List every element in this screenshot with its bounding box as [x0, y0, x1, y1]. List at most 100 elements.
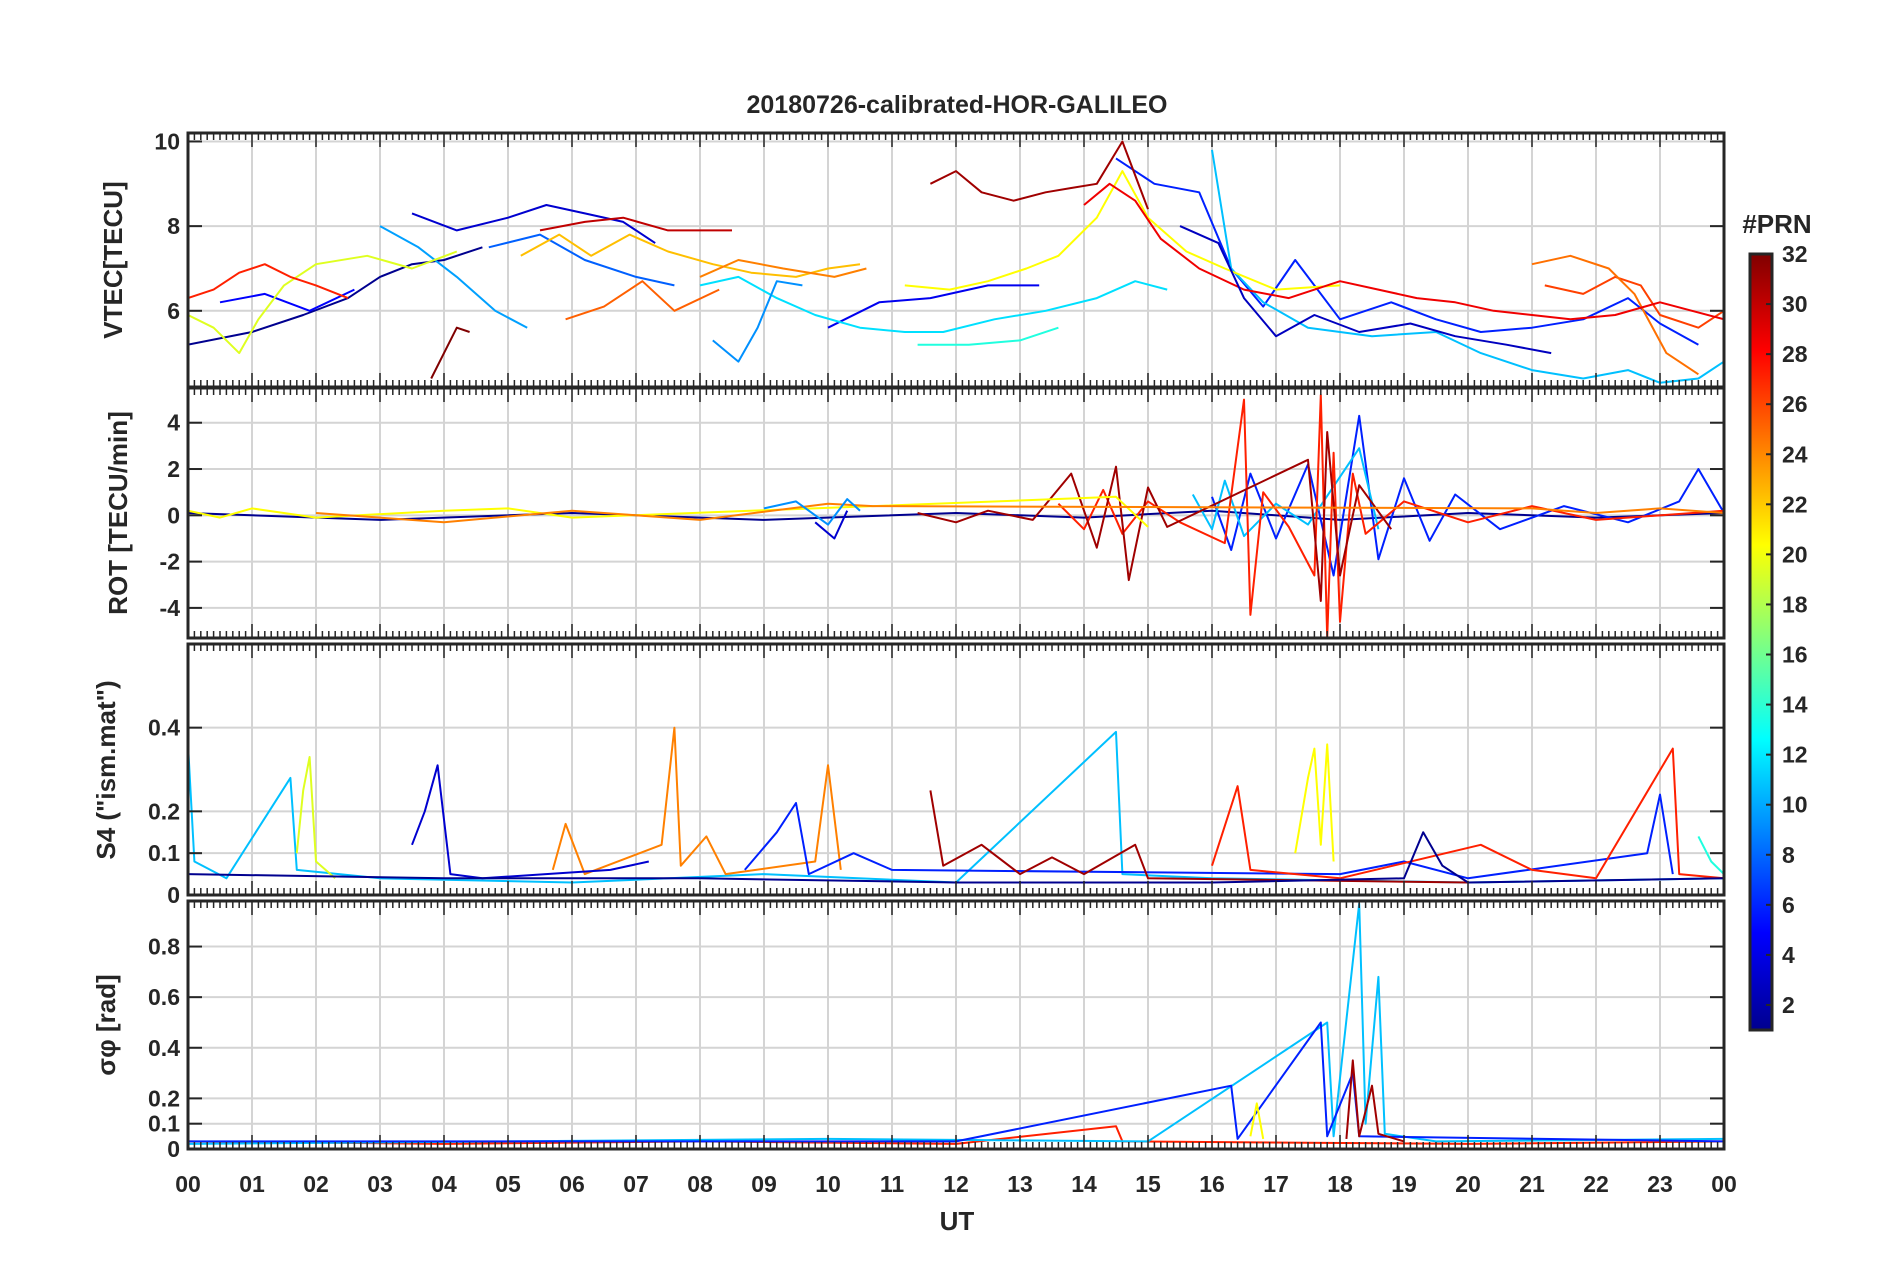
series-group — [188, 393, 1724, 638]
series-line-prn-31 — [929, 790, 1469, 884]
x-tick-label: 04 — [431, 1171, 457, 1197]
y-tick-label: 0 — [167, 1136, 180, 1162]
series-line-prn-28 — [1211, 747, 1724, 880]
y-tick-label: 0 — [167, 502, 180, 528]
y-tick-label: 6 — [167, 298, 180, 324]
colorbar-tick-label: 12 — [1782, 742, 1808, 768]
series-line-prn-8 — [488, 233, 675, 287]
series-line-prn-1 — [188, 509, 1724, 521]
series-line-prn-1 — [188, 246, 483, 346]
series-group — [188, 726, 1724, 884]
colorbar-tick-label: 30 — [1782, 291, 1808, 317]
series-line-prn-25 — [565, 280, 720, 321]
series-line-prn-9 — [712, 280, 803, 363]
x-tick-label: 13 — [1007, 1171, 1033, 1197]
x-tick-label: 00 — [175, 1171, 201, 1197]
series-line-prn-32 — [430, 326, 470, 379]
y-tick-label: 4 — [167, 410, 180, 436]
y-tick-label: 0.1 — [148, 840, 180, 866]
y-axis-label-s4: S4 ("ism.mat") — [91, 680, 121, 859]
y-tick-label: 0.1 — [148, 1111, 180, 1137]
series-line-prn-13 — [1697, 835, 1724, 875]
series-line-prn-31 — [1345, 1059, 1405, 1143]
panel-vtec: 6 8 10 VTEC[TECU] — [98, 128, 1726, 389]
x-tick-label: 23 — [1647, 1171, 1673, 1197]
x-tick-label: 21 — [1519, 1171, 1545, 1197]
x-tick-label: 19 — [1391, 1171, 1417, 1197]
y-tick-label: 0 — [167, 882, 180, 908]
x-tick-label: 17 — [1263, 1171, 1289, 1197]
colorbar-tick-label: 14 — [1782, 692, 1808, 718]
y-axis-label-sigma: σφ [rad] — [91, 974, 121, 1075]
x-tick-label: 00 — [1711, 1171, 1737, 1197]
colorbar-tick-label: 16 — [1782, 642, 1808, 668]
y-tick-label: 0.2 — [148, 1085, 180, 1111]
series-line-prn-31 — [929, 140, 1149, 210]
colorbar-tick-label: 22 — [1782, 491, 1808, 517]
panel-rot: -4 -2 0 2 4 ROT [TECU/min] — [103, 386, 1726, 640]
series-line-prn-6 — [1211, 414, 1724, 577]
colorbar-tick-label: 6 — [1782, 892, 1795, 918]
x-tick-label: 06 — [559, 1171, 585, 1197]
y-tick-label: 8 — [167, 213, 180, 239]
series-line-prn-23 — [1531, 254, 1699, 376]
x-tick-label: 08 — [687, 1171, 713, 1197]
series-line-prn-3 — [411, 204, 656, 244]
series-line-prn-26 — [1544, 275, 1724, 329]
x-tick-label: 16 — [1199, 1171, 1225, 1197]
y-tick-label: 0.4 — [148, 715, 180, 741]
x-tick-label: 15 — [1135, 1171, 1161, 1197]
series-group — [188, 140, 1724, 384]
panel-sigma: 00.10.2 0.4 0.6 0.8 σφ [rad] — [91, 899, 1726, 1162]
series-line-prn-20 — [1249, 1102, 1265, 1140]
y-tick-label: 0.8 — [148, 934, 180, 960]
x-tick-label: 18 — [1327, 1171, 1353, 1197]
x-tick-label: 20 — [1455, 1171, 1481, 1197]
series-line-prn-19 — [295, 756, 336, 880]
series-line-prn-19 — [188, 250, 458, 355]
series-line-prn-1 — [188, 831, 1724, 884]
series-line-prn-5 — [219, 288, 355, 312]
x-tick-label: 03 — [367, 1171, 393, 1197]
x-tick-label: 07 — [623, 1171, 649, 1197]
series-line-prn-24 — [699, 259, 867, 278]
series-line-prn-28 — [1083, 182, 1724, 321]
x-tick-label: 11 — [880, 1171, 905, 1197]
series-line-prn-20 — [904, 170, 1341, 291]
colorbar-tick-label: 20 — [1782, 541, 1808, 567]
y-axis-label-rot: ROT [TECU/min] — [103, 411, 133, 615]
x-tick-label: 02 — [303, 1171, 329, 1197]
colorbar-tick-label: 26 — [1782, 391, 1808, 417]
colorbar-tick-label: 4 — [1782, 942, 1795, 968]
series-line-prn-3 — [814, 510, 849, 540]
y-tick-label: 0.2 — [148, 798, 180, 824]
x-axis: 00 01 02 03 04 05 06 07 08 09 10 11 12 13 14 15 16 17 18 19… — [175, 1171, 1737, 1197]
series-line-prn-10 — [379, 225, 528, 329]
series-line-prn-20 — [188, 495, 1149, 528]
colorbar-tick-label: 28 — [1782, 341, 1808, 367]
series-line-prn-6 — [744, 793, 1674, 880]
colorbar-tick-label: 2 — [1782, 992, 1795, 1018]
series-line-prn-2 — [1179, 225, 1552, 355]
x-tick-label: 01 — [239, 1171, 265, 1197]
y-tick-label: 0.4 — [148, 1035, 180, 1061]
x-tick-label: 22 — [1583, 1171, 1609, 1197]
x-tick-label: 14 — [1071, 1171, 1097, 1197]
colorbar-tick-label: 8 — [1782, 842, 1795, 868]
colorbar-tick-label: 10 — [1782, 792, 1808, 818]
series-line-prn-24 — [315, 502, 1724, 524]
series-line-prn-24 — [551, 726, 842, 876]
x-tick-label: 05 — [495, 1171, 521, 1197]
colorbar-title: #PRN — [1742, 209, 1811, 239]
x-tick-label: 12 — [943, 1171, 969, 1197]
panel-s4: 0 0.1 0.2 0.4 S4 ("ism.mat") — [91, 642, 1726, 908]
series-line-prn-20 — [1294, 743, 1335, 862]
chart-title: 20180726-calibrated-HOR-GALILEO — [747, 91, 1168, 119]
series-line-prn-31 — [917, 431, 1393, 602]
series-line-prn-27 — [188, 263, 349, 300]
y-tick-label: 10 — [154, 128, 180, 154]
